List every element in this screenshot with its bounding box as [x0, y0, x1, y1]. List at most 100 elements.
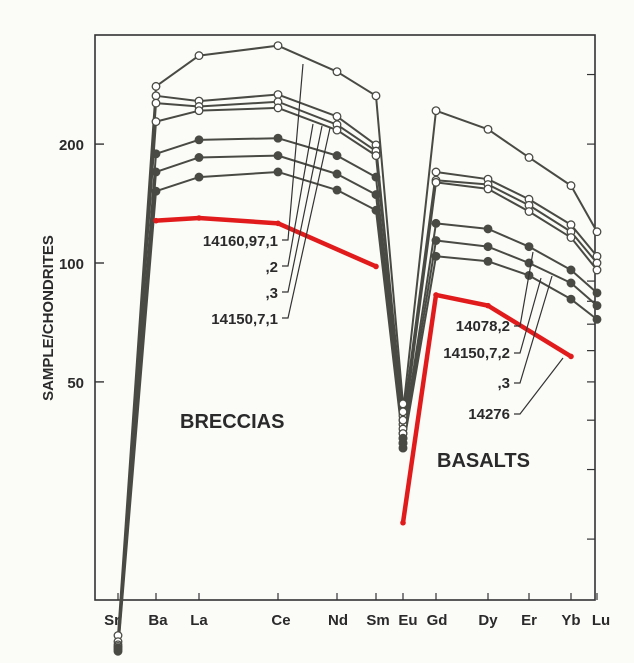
data-point [524, 153, 534, 162]
data-point [332, 67, 342, 77]
callout-leader [282, 123, 314, 267]
series-line [402, 109, 598, 412]
data-point [371, 151, 381, 161]
plot-frame [94, 34, 596, 601]
data-point [371, 91, 381, 101]
x-tick-label: Yb [561, 612, 580, 629]
data-point [332, 169, 342, 179]
series-callout: ,3 [265, 285, 278, 302]
series-callout: 14078,2 [456, 318, 510, 335]
data-point [332, 151, 342, 161]
data-point [151, 117, 161, 127]
data-point [194, 135, 204, 145]
data-point [483, 224, 493, 234]
data-point [371, 172, 381, 182]
callouts-layer: 14160,97,1 ,2 ,3 14150,7,1 14078,2 14150,7,2,… [203, 63, 564, 423]
callout-leader [514, 357, 564, 415]
x-tick-label: Sm [366, 612, 389, 629]
data-point [592, 314, 602, 324]
data-point [431, 177, 441, 187]
data-point [483, 242, 493, 252]
series-callout: ,3 [497, 375, 510, 392]
data-point [275, 220, 281, 227]
data-point [151, 149, 161, 159]
data-point [151, 81, 161, 91]
series-line [402, 239, 598, 444]
x-tick-label: Sr [104, 612, 120, 629]
y-tick-label: 50 [67, 375, 84, 392]
data-point [566, 265, 576, 275]
data-point [273, 167, 283, 177]
series-line [402, 181, 598, 434]
data-point [485, 302, 491, 309]
data-point [151, 186, 161, 196]
data-point [566, 278, 576, 288]
data-point [398, 399, 408, 409]
series-line [402, 222, 598, 439]
series-callout: 14150,7,1 [211, 311, 278, 328]
series-line [400, 292, 573, 524]
data-point [483, 184, 493, 194]
data-point [273, 90, 283, 99]
data-point [592, 227, 602, 237]
data-point [273, 133, 283, 143]
callout-leader [282, 127, 331, 319]
x-tick-label: Ce [271, 612, 290, 629]
data-point [568, 353, 574, 360]
series-callout: 14160,97,1 [203, 233, 278, 250]
data-point [194, 153, 204, 162]
data-point [332, 111, 342, 121]
data-point [332, 125, 342, 135]
data-point [373, 263, 379, 270]
group-label-basalts: BASALTS [437, 450, 530, 472]
data-point [332, 185, 342, 195]
data-point [398, 407, 408, 417]
series-line [402, 170, 598, 421]
data-point [151, 91, 161, 101]
data-point [151, 167, 161, 177]
data-point [153, 217, 159, 224]
data-point [566, 233, 576, 242]
x-tick-label: Gd [427, 612, 448, 629]
highlight-layer [155, 215, 573, 524]
series-line [402, 255, 598, 449]
series-callout: 14276 [468, 406, 510, 423]
data-point [194, 172, 204, 182]
callout-leader [282, 63, 304, 241]
data-point [483, 124, 493, 134]
x-tick-label: Er [521, 612, 537, 629]
data-point [273, 151, 283, 161]
series-line [155, 215, 377, 269]
data-point [431, 167, 441, 177]
series-line [117, 93, 404, 642]
markers-layer [113, 41, 602, 656]
data-point [433, 292, 439, 298]
data-point [592, 301, 602, 311]
data-point [431, 106, 441, 116]
y-axis: 200 100 50 [59, 73, 595, 540]
data-point [371, 205, 381, 215]
series-callout: 14150,7,2 [443, 345, 510, 362]
data-point [524, 242, 534, 252]
data-point [431, 251, 441, 261]
data-point [566, 181, 576, 191]
data-point [398, 443, 408, 453]
callout-leader [514, 275, 553, 384]
x-axis: Sr Ba La Ce Nd Sm Eu Gd Dy Er Yb Lu [104, 593, 610, 629]
x-tick-label: Lu [592, 612, 610, 629]
data-point [400, 519, 406, 526]
data-point [151, 98, 161, 108]
data-point [273, 41, 283, 51]
y-tick-label: 100 [59, 256, 84, 273]
data-point [371, 190, 381, 200]
group-label-breccias: BRECCIAS [180, 411, 284, 433]
y-tick-label: 200 [59, 137, 84, 154]
data-point [566, 294, 576, 304]
series-line [117, 137, 404, 649]
x-tick-label: Nd [328, 612, 348, 629]
callout-leader [282, 125, 323, 293]
callout-leader [514, 277, 542, 354]
data-point [483, 256, 493, 266]
